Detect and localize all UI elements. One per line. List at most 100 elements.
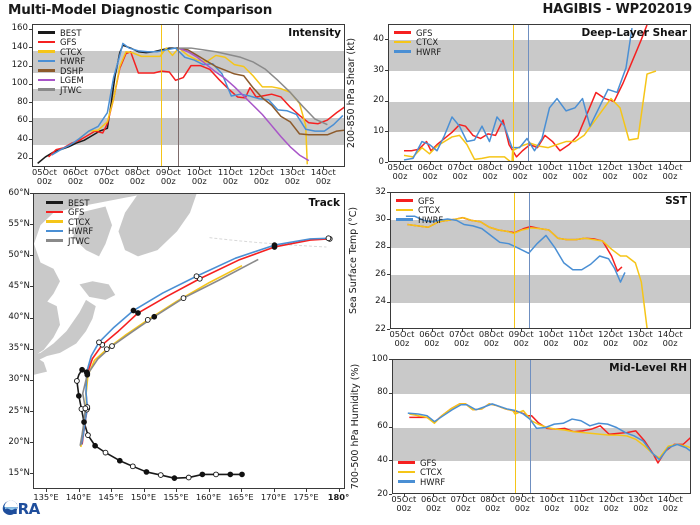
xtick-label: 08Oct 00z <box>124 167 150 186</box>
track-line-hwrf <box>80 237 329 445</box>
ytick-label: 20 <box>377 488 388 499</box>
ytick-mark <box>387 301 390 303</box>
line-gfs <box>409 403 690 464</box>
yaxis-label-sst: Sea Surface Temp (°C) <box>348 206 359 315</box>
xtick-label: 06Oct 00z <box>420 494 446 513</box>
legend-label: DSHP <box>60 65 84 76</box>
legend-item-ctcx: CTCX <box>38 46 85 57</box>
track-line-best <box>76 369 242 479</box>
track-marker <box>116 457 123 464</box>
xtick-mark <box>75 167 77 170</box>
ytick-mark <box>29 28 32 30</box>
xtick-label: 06Oct 00z <box>419 329 445 348</box>
init-line-1 <box>528 193 531 328</box>
ytick-label: 30 <box>375 213 386 224</box>
legend-item-gfs: GFS <box>38 37 85 47</box>
ytick-mark <box>29 139 32 141</box>
legend-item-hwrf: HWRF <box>46 226 93 236</box>
xtick-mark <box>550 329 552 332</box>
plot-sst <box>390 192 691 329</box>
xtick-mark <box>168 167 170 170</box>
xtick-mark <box>137 167 139 170</box>
xtick-mark <box>670 494 672 497</box>
track-xtick-mark <box>306 489 307 492</box>
track-marker <box>135 310 141 316</box>
xtick-mark <box>550 162 551 165</box>
xtick-label: 09Oct 00z <box>509 494 535 513</box>
xtick-mark <box>492 494 494 497</box>
legend-item-ctcx: CTCX <box>398 467 445 477</box>
line-hwrf <box>51 42 344 156</box>
legend-swatch <box>38 88 55 91</box>
track-xtick-label: 165°E <box>228 492 254 502</box>
xtick-mark <box>640 162 641 165</box>
legend-track: BEST GFS CTCX HWRF JTWC <box>46 198 93 246</box>
line-hwrf <box>405 215 626 283</box>
xtick-mark <box>522 494 524 497</box>
track-marker <box>144 317 151 323</box>
ytick-label: 160 <box>11 23 28 34</box>
xtick-label: 10Oct 00z <box>539 494 565 513</box>
page-title: Multi-Model Diagnostic Comparison <box>8 2 273 18</box>
xtick-label: 13Oct 00z <box>627 329 653 348</box>
plot-track <box>33 193 345 489</box>
xtick-mark <box>401 329 403 332</box>
legend-swatch <box>396 218 413 221</box>
init-line-1 <box>527 25 529 161</box>
ytick-mark <box>387 274 390 276</box>
legend-swatch <box>38 78 55 82</box>
track-xtick-mark <box>111 489 112 492</box>
panel-title-rh: Mid-Level RH <box>609 362 687 374</box>
track-xtick-label: 160°E <box>195 492 222 502</box>
legend-item-jtwc: JTWC <box>46 236 93 246</box>
xtick-label: 12Oct 00z <box>598 494 624 513</box>
legend-swatch <box>398 480 415 483</box>
track-marker <box>82 405 89 412</box>
line-ctcx <box>407 216 648 328</box>
xtick-label: 09Oct 00z <box>155 167 181 186</box>
line-jtwc <box>178 47 328 126</box>
legend-item-ctcx: CTCX <box>46 217 93 227</box>
ytick-mark <box>387 329 390 330</box>
track-ytick-mark <box>30 255 33 257</box>
xtick-label: 10Oct 00z <box>537 162 563 181</box>
legend-swatch <box>38 40 55 44</box>
xtick-mark <box>610 162 611 165</box>
track-marker <box>102 449 109 456</box>
ytick-label: 80 <box>377 387 388 398</box>
track-xtick-mark <box>241 489 242 492</box>
landmass-kamchatka <box>118 194 197 257</box>
shade-band <box>33 88 344 101</box>
legend-item-gfs: GFS <box>396 196 443 206</box>
yaxis-label-shear: 200-850 hPa Shear (kt) <box>346 37 357 149</box>
line-hwrf <box>403 27 633 161</box>
ytick-label: 10 <box>373 125 384 136</box>
panel-title-sst: SST <box>665 195 687 207</box>
series-shear <box>403 25 657 161</box>
legend-label: HWRF <box>418 214 444 225</box>
legend-item-hwrf: HWRF <box>398 476 446 487</box>
legend-label: CTCX <box>60 46 83 57</box>
track-marker <box>79 366 85 373</box>
xtick-label: 08Oct 00z <box>480 494 506 513</box>
xtick-mark <box>670 329 672 332</box>
ytick-mark <box>389 392 392 394</box>
ytick-label: 80 <box>17 96 28 107</box>
track-marker <box>185 474 192 481</box>
shade-band <box>389 40 690 71</box>
track-ytick-label: 25°N <box>8 405 30 416</box>
legend-label: HWRF <box>420 476 446 487</box>
xtick-mark <box>403 494 405 497</box>
line-ctcx <box>409 403 690 459</box>
ytick-label: 60 <box>377 421 388 431</box>
init-line-1 <box>178 25 180 166</box>
coastline-dashed <box>209 237 327 248</box>
track-xtick-label: 180° <box>327 492 350 502</box>
xtick-label: 06Oct 00z <box>62 167 88 186</box>
legend-item-gfs: GFS <box>394 28 441 38</box>
series-sst <box>405 215 648 328</box>
ytick-label: 32 <box>375 186 386 197</box>
legend-swatch <box>38 59 55 63</box>
xtick-label: 10Oct 00z <box>186 167 212 186</box>
xtick-mark <box>580 162 581 165</box>
